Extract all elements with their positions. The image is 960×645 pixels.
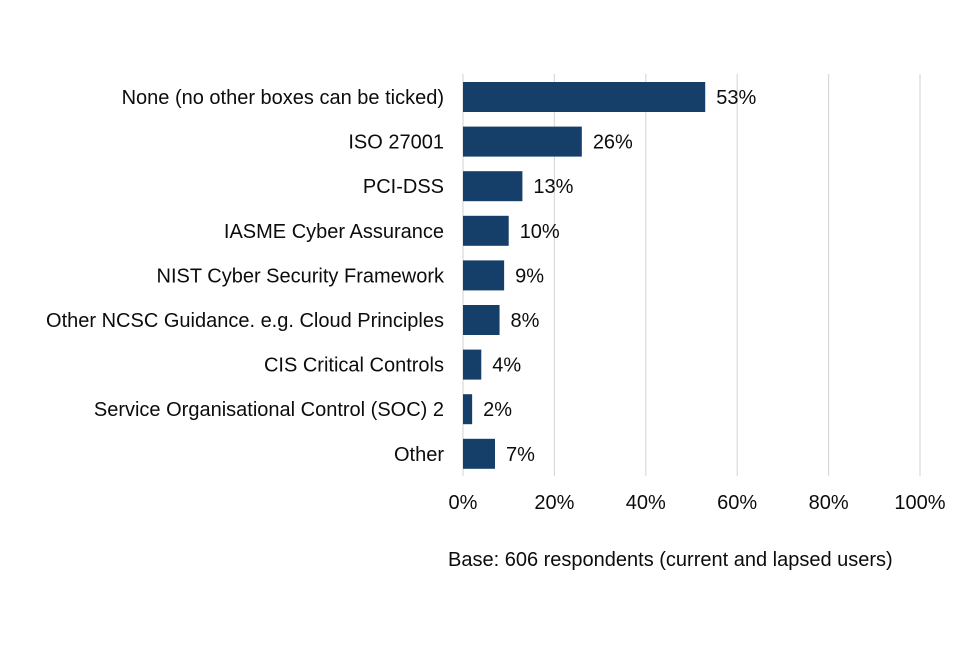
bar (463, 305, 500, 335)
value-label: 2% (483, 399, 512, 421)
base-note: Base: 606 respondents (current and lapse… (448, 549, 893, 571)
x-tick-label: 100% (894, 492, 945, 514)
bar (463, 171, 523, 202)
value-label: 10% (520, 221, 560, 243)
category-label: Other (394, 444, 444, 466)
x-tick-label: 80% (809, 492, 849, 514)
category-label: Service Organisational Control (SOC) 2 (94, 399, 444, 421)
x-tick-label: 60% (717, 492, 757, 514)
bars (463, 82, 706, 469)
bar (463, 349, 482, 380)
value-label: 7% (506, 444, 535, 466)
x-tick-label: 40% (626, 492, 666, 514)
value-label: 53% (716, 87, 756, 109)
value-labels: 53% 26% 13% 10% 9% 8% 4% 2% 7% (483, 87, 756, 466)
category-label: Other NCSC Guidance. e.g. Cloud Principl… (46, 310, 444, 332)
value-label: 4% (492, 355, 521, 377)
category-label: PCI-DSS (363, 176, 444, 198)
value-label: 13% (533, 176, 573, 198)
x-tick-label: 20% (534, 492, 574, 514)
value-label: 9% (515, 265, 544, 287)
category-label: IASME Cyber Assurance (224, 221, 444, 243)
bar (463, 394, 473, 425)
bar (463, 82, 706, 112)
value-label: 26% (593, 132, 633, 154)
x-tick-label: 0% (449, 492, 478, 514)
category-label: CIS Critical Controls (264, 355, 444, 377)
category-label: None (no other boxes can be ticked) (122, 87, 444, 109)
value-label: 8% (511, 310, 540, 332)
category-label: NIST Cyber Security Framework (157, 265, 445, 287)
bar (463, 215, 509, 246)
x-axis-ticks: 0% 20% 40% 60% 80% 100% (449, 492, 946, 514)
category-label: ISO 27001 (348, 132, 444, 154)
bar (463, 260, 505, 291)
bar (463, 438, 495, 469)
bar (463, 126, 582, 157)
category-labels: None (no other boxes can be ticked) ISO 2… (46, 87, 445, 466)
